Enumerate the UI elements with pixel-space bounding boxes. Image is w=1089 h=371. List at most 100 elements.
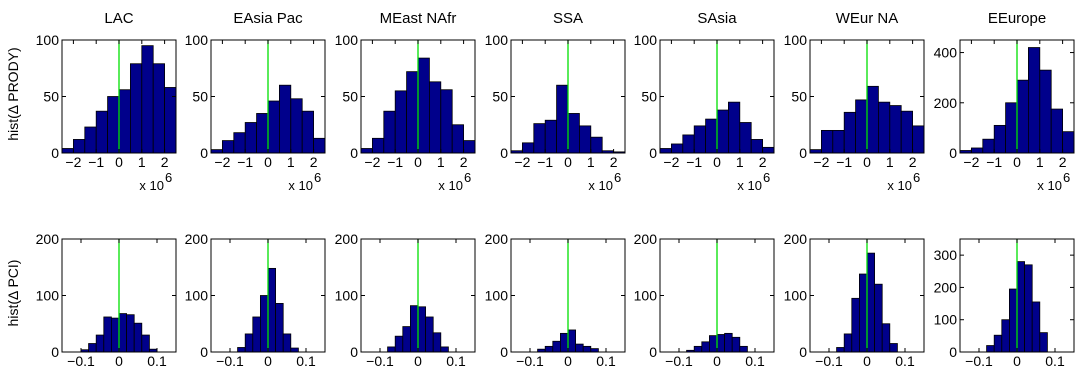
y-tick-label: 0: [949, 344, 957, 360]
histogram-bar: [859, 273, 868, 353]
y-tick-label: 200: [934, 95, 958, 111]
y-tick-label: 100: [335, 32, 359, 48]
histogram-bar: [402, 326, 411, 353]
histogram-bar: [252, 316, 261, 353]
histogram-bar: [739, 345, 748, 353]
x-tick-label: −1: [986, 154, 1002, 170]
x-scale-exponent: 6: [614, 170, 621, 185]
histogram-bar: [544, 119, 558, 154]
histogram-bar: [582, 345, 592, 353]
x-scale-exponent: 6: [314, 170, 321, 185]
histogram-bar: [701, 341, 710, 353]
histogram-bar: [290, 98, 303, 154]
histogram-bar: [900, 110, 914, 154]
histogram-bar: [866, 252, 875, 353]
x-tick-label: 0: [414, 353, 422, 369]
y-tick-label: 0: [799, 344, 807, 360]
histogram-bar: [95, 334, 105, 353]
y-tick-label: 100: [185, 288, 209, 304]
histogram-bar: [716, 109, 729, 154]
histogram-bar: [141, 45, 154, 154]
region-title: EEurope: [988, 10, 1046, 27]
histogram-bar: [1050, 108, 1063, 154]
histogram-bar: [267, 267, 276, 353]
x-tick-label: 0: [115, 154, 123, 170]
histogram-bar: [855, 99, 868, 154]
x-tick-label: 0.1: [446, 353, 466, 369]
y-tick-label: 0: [500, 344, 508, 360]
x-scale-note: x 10: [887, 178, 912, 193]
histogram-bar: [866, 85, 879, 154]
histogram-bar: [993, 334, 1003, 353]
x-tick-label: −0.1: [965, 353, 993, 369]
x-tick-label: −2: [813, 154, 829, 170]
histogram-bar: [451, 124, 465, 154]
y-tick-label: 0: [649, 344, 657, 360]
y-tick-label: 100: [335, 288, 359, 304]
histogram-bar: [579, 125, 592, 154]
histogram-bar: [836, 347, 845, 353]
histogram-bar: [575, 343, 584, 353]
y-tick-label: 0: [350, 344, 358, 360]
y-tick-label: 0: [799, 145, 807, 161]
x-scale-note: x 10: [438, 178, 463, 193]
x-tick-label: 1: [587, 154, 595, 170]
histogram-bar: [874, 283, 883, 353]
histogram-bar: [1016, 261, 1025, 353]
histogram-bar: [728, 101, 741, 154]
x-tick-label: 0: [863, 154, 871, 170]
histogram-bar: [111, 317, 120, 353]
histogram-bar: [133, 322, 143, 353]
y-tick-label: 200: [634, 231, 658, 247]
histogram-bar: [84, 126, 97, 154]
y-tick-label: 100: [784, 288, 808, 304]
histogram-bar: [843, 111, 857, 154]
histogram-bar: [417, 57, 430, 154]
histogram-bar: [522, 142, 535, 154]
histogram-panel: −0.1 0 0.1 0 100 200: [36, 231, 177, 369]
region-title: LAC: [104, 10, 133, 27]
y-tick-label: 0: [200, 145, 208, 161]
histogram-bar: [1005, 102, 1018, 154]
x-tick-label: 2: [610, 154, 618, 170]
row-label-pci: hist(Δ PCI): [5, 260, 21, 327]
histogram-bar: [290, 347, 299, 353]
x-tick-label: −1: [387, 154, 403, 170]
x-tick-label: 0.1: [895, 353, 915, 369]
x-tick-label: 0.1: [745, 353, 765, 369]
x-tick-label: 0.1: [296, 353, 316, 369]
histogram-bar: [671, 143, 684, 154]
histogram-bar: [425, 316, 434, 353]
x-scale-exponent: 6: [165, 170, 172, 185]
histogram-bar: [851, 297, 860, 353]
histogram-bar: [590, 348, 599, 353]
y-tick-label: 50: [192, 89, 208, 105]
x-scale-note: x 10: [1037, 178, 1062, 193]
y-tick-label: 100: [36, 288, 60, 304]
histogram-bar: [394, 335, 404, 353]
y-tick-label: 200: [36, 231, 60, 247]
histogram-bar: [590, 136, 603, 154]
x-scale-exponent: 6: [1063, 170, 1070, 185]
histogram-bar: [394, 90, 408, 154]
histogram-bar: [210, 149, 223, 154]
y-tick-label: 400: [934, 45, 958, 61]
histogram-bar: [1039, 69, 1052, 154]
histogram-bar: [237, 347, 246, 353]
y-tick-label: 50: [641, 89, 657, 105]
x-tick-label: −0.1: [815, 353, 843, 369]
histogram-bar: [118, 313, 127, 353]
histogram-bar: [244, 333, 254, 353]
row-label-prody: hist(Δ PRODY): [5, 47, 21, 140]
y-tick-label: 0: [649, 145, 657, 161]
y-tick-label: 100: [485, 288, 509, 304]
histogram-bar: [275, 303, 284, 353]
y-tick-label: 100: [185, 32, 209, 48]
